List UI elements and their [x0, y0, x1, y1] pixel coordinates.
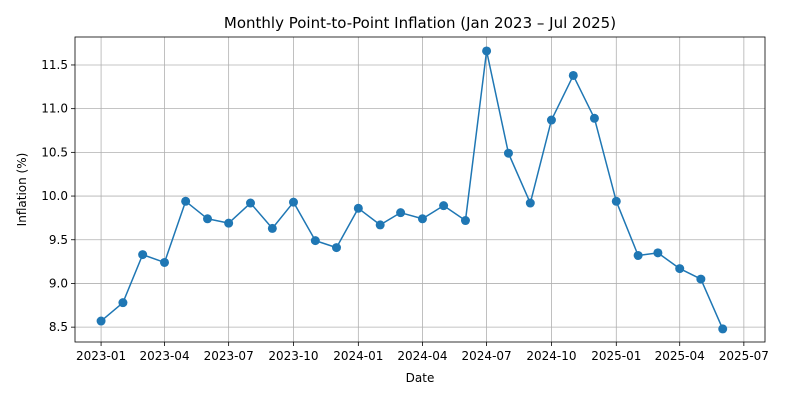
data-point — [396, 208, 406, 218]
data-point — [160, 257, 170, 267]
x-tick-label: 2024-10 — [526, 349, 576, 363]
y-tick-label: 9.5 — [49, 233, 68, 247]
data-point — [96, 316, 106, 326]
data-point — [353, 203, 363, 213]
data-point — [718, 324, 728, 334]
data-point — [503, 148, 513, 158]
data-point — [245, 198, 255, 208]
data-point — [633, 250, 643, 260]
x-tick-label: 2024-07 — [462, 349, 512, 363]
plot-frame — [74, 36, 766, 343]
x-tick-label: 2023-01 — [76, 349, 126, 363]
data-point — [267, 223, 277, 233]
data-point — [118, 298, 128, 308]
y-axis-ticks: 8.5 9.0 9.5 10.0 10.5 11.0 11.5 — [41, 58, 75, 334]
x-tick-label: 2024-01 — [333, 349, 383, 363]
x-tick-label: 2023-04 — [139, 349, 189, 363]
data-point — [611, 196, 621, 206]
data-point — [288, 197, 298, 207]
x-tick-label: 2024-04 — [397, 349, 447, 363]
x-tick-label: 2023-10 — [268, 349, 318, 363]
data-point — [696, 274, 706, 284]
data-point — [138, 250, 148, 260]
data-point — [310, 236, 320, 246]
y-tick-label: 10.0 — [41, 189, 68, 203]
y-tick-label: 8.5 — [49, 320, 68, 334]
x-tick-label: 2023-07 — [204, 349, 254, 363]
x-tick-label: 2025-04 — [655, 349, 705, 363]
x-axis-ticks: 2023-01 2023-04 2023-07 2023-10 2024-01 2024-… — [76, 342, 769, 363]
x-tick-label: 2025-07 — [719, 349, 769, 363]
x-axis-title: Date — [406, 371, 435, 385]
data-point — [482, 46, 492, 56]
data-point — [589, 113, 599, 123]
data-point — [181, 196, 191, 206]
data-point — [568, 70, 578, 80]
series-markers — [96, 46, 728, 334]
data-point — [331, 243, 341, 253]
data-point — [375, 220, 385, 230]
chart-title: Monthly Point-to-Point Inflation (Jan 20… — [224, 14, 616, 32]
series-line — [100, 50, 724, 330]
data-point — [460, 216, 470, 226]
data-point — [203, 214, 213, 224]
data-point — [546, 115, 556, 125]
grid — [75, 37, 765, 342]
x-tick-label: 2025-01 — [591, 349, 641, 363]
data-point — [675, 264, 685, 274]
y-tick-label: 10.5 — [41, 145, 68, 159]
y-tick-label: 11.0 — [41, 102, 68, 116]
series-line-group — [100, 50, 724, 330]
data-point — [439, 201, 449, 211]
data-point — [653, 248, 663, 258]
data-point — [417, 214, 427, 224]
y-tick-label: 11.5 — [41, 58, 68, 72]
data-point — [224, 218, 234, 228]
y-tick-label: 9.0 — [49, 276, 68, 290]
y-axis-title: Inflation (%) — [15, 153, 29, 227]
data-point — [525, 198, 535, 208]
